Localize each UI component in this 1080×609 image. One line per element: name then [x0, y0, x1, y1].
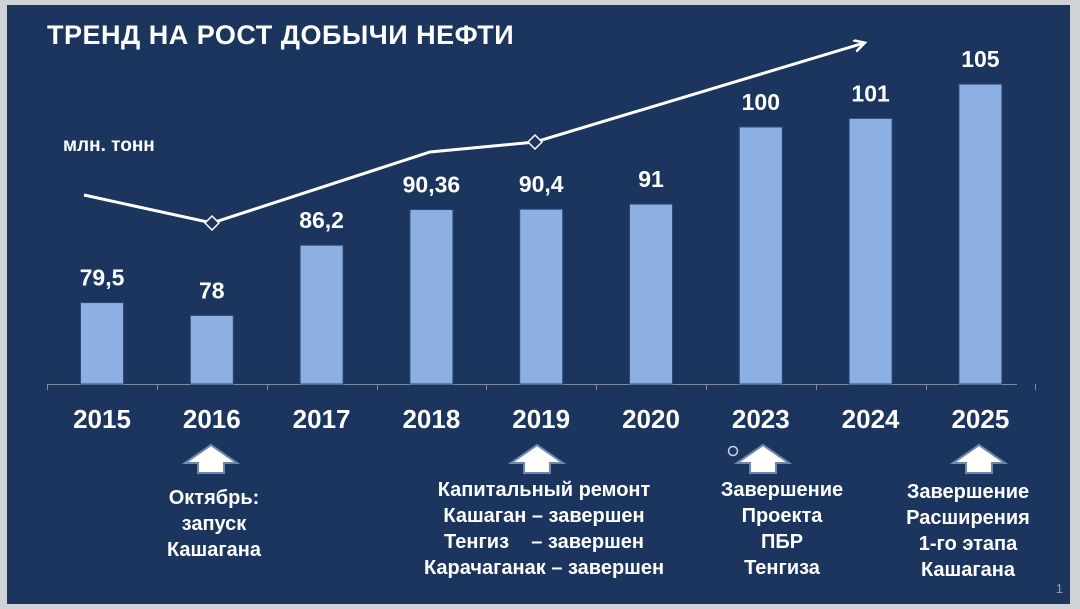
- x-tick-label: 2025: [951, 404, 1009, 434]
- annotation-2019: Капитальный ремонт Кашаган – завершен Те…: [423, 479, 665, 579]
- trend-arrow: [83, 43, 864, 225]
- bar: [738, 126, 783, 385]
- bar: [189, 314, 234, 385]
- bar: [848, 117, 893, 385]
- up-arrow-icon: [733, 443, 793, 474]
- bar-value-label: 78: [199, 277, 225, 303]
- bar-value-label: 91: [638, 166, 664, 192]
- bar-chart: 79,5 2015 78 2016 86,2 2017 90,36 2018 90,4 2019 9…: [47, 5, 1036, 474]
- dot-icon: [727, 445, 739, 457]
- x-tick-label: 2024: [842, 404, 900, 434]
- bar: [409, 209, 454, 385]
- annotation-2025: Завершение Расширения 1-го этапа Кашаган…: [906, 481, 1030, 581]
- bar-value-label: 79,5: [80, 265, 125, 291]
- trend-marker: [203, 214, 221, 232]
- up-arrow-icon: [181, 443, 241, 474]
- bar: [958, 83, 1003, 385]
- unit-label: млн. тонн: [63, 135, 155, 156]
- x-tick-label: 2019: [512, 404, 570, 434]
- bar: [80, 302, 124, 385]
- x-tick-label: 2018: [402, 404, 460, 434]
- x-tick-label: 2020: [622, 404, 680, 434]
- slide: ТРЕНД НА РОСТ ДОБЫЧИ НЕФТИ млн. тонн 79,…: [7, 5, 1070, 604]
- trend-marker: [526, 133, 544, 151]
- bar-value-label: 90,4: [519, 171, 564, 197]
- up-arrow-icon: [507, 443, 567, 474]
- bar: [629, 203, 673, 385]
- x-tick-label: 2017: [293, 404, 351, 434]
- annotation-2023: Завершение Проекта ПБР Тенгиза: [720, 479, 844, 579]
- bar: [519, 208, 564, 385]
- bar-value-label: 101: [851, 80, 890, 106]
- chart-title: ТРЕНД НА РОСТ ДОБЫЧИ НЕФТИ: [47, 20, 515, 50]
- bar: [299, 244, 344, 385]
- x-tick-label: 2023: [732, 404, 790, 434]
- bar-value-label: 105: [961, 46, 1000, 72]
- bar-value-label: 100: [742, 89, 780, 115]
- bar-value-label: 86,2: [299, 207, 344, 233]
- x-tick-label: 2015: [73, 404, 131, 434]
- bar-value-label: 90,36: [403, 172, 461, 198]
- x-tick-label: 2016: [183, 404, 241, 434]
- page-number: 1: [1055, 581, 1063, 596]
- up-arrow-icon: [949, 443, 1009, 474]
- annotation-2016: Октябрь: запуск Кашагана: [166, 487, 262, 561]
